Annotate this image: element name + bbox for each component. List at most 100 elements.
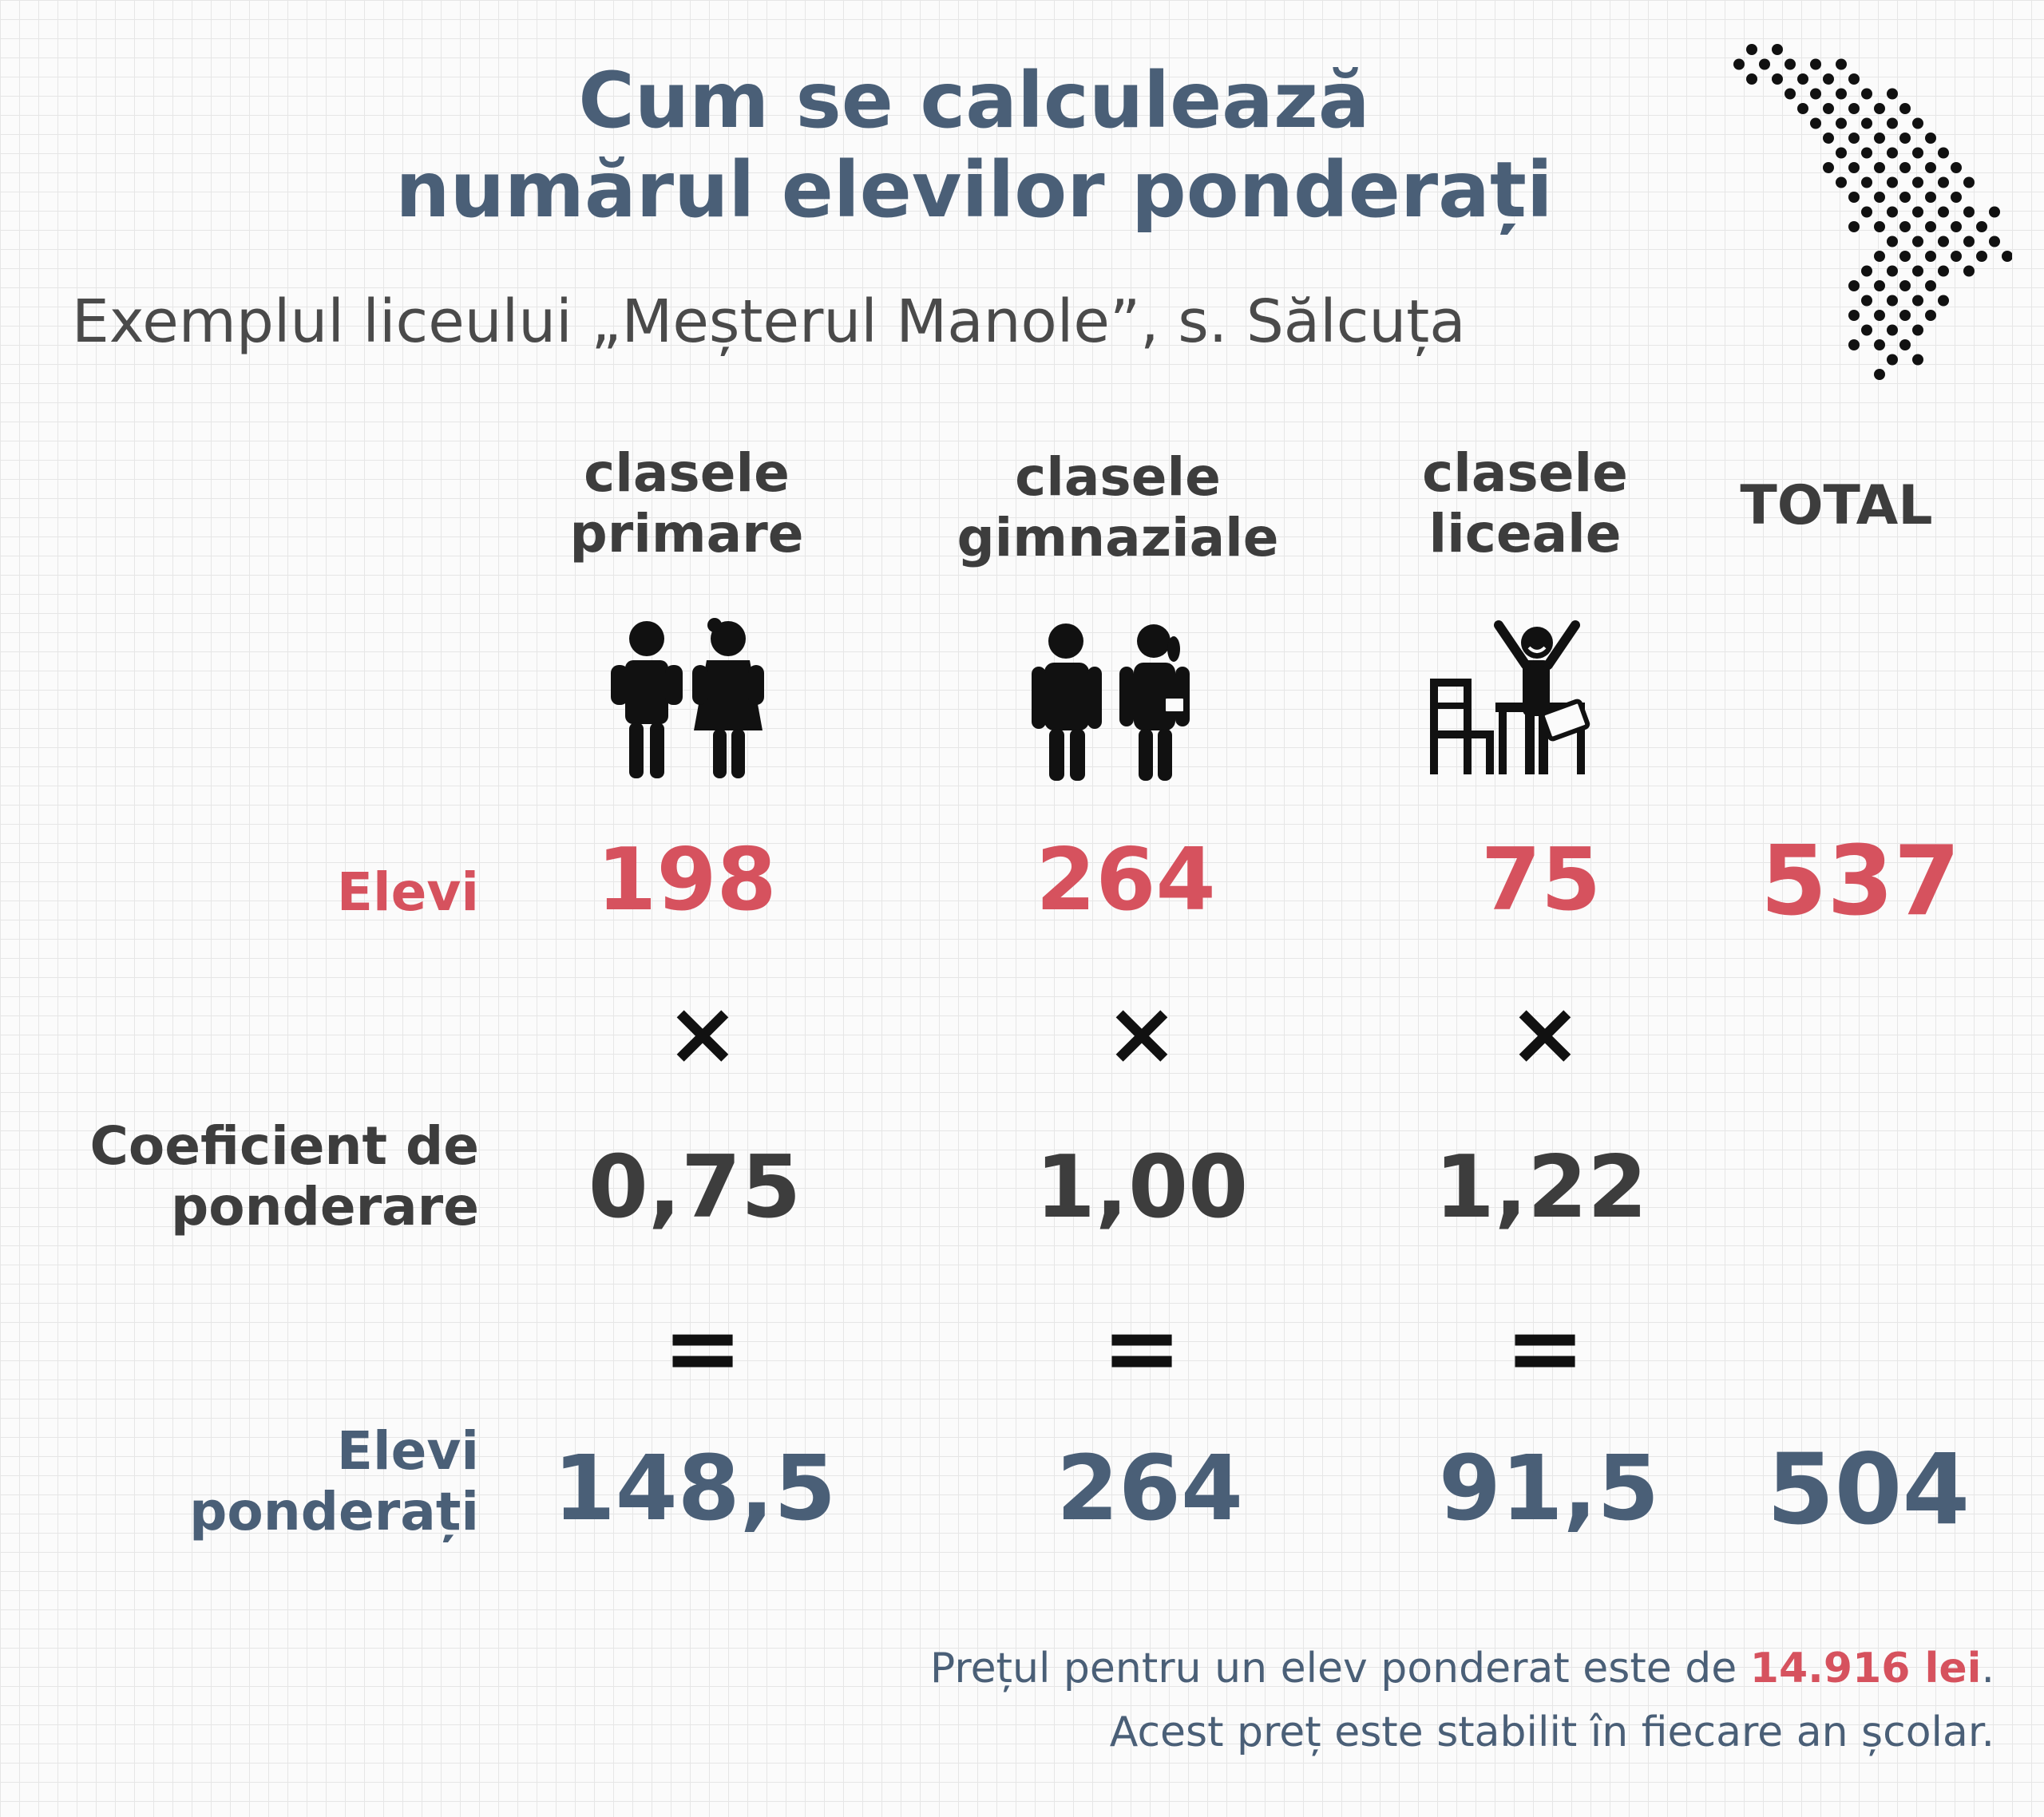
coefficient-lyceum-value: 1,22: [1434, 1138, 1648, 1237]
map-dot: [1797, 103, 1808, 114]
map-dot: [1887, 236, 1898, 247]
coefficient-primary-value: 0,75: [588, 1138, 802, 1237]
row-label-weighted-line2: ponderați: [189, 1481, 479, 1542]
map-dot: [1861, 176, 1872, 188]
map-dot: [1823, 73, 1834, 85]
equals-symbol-gymnasium: =: [1101, 1293, 1182, 1404]
multiply-symbol-gymnasium: ×: [1104, 982, 1179, 1084]
map-dot: [1797, 73, 1808, 85]
row-label-coefficient: Coeficient de ponderare: [90, 1116, 480, 1237]
map-dot: [1938, 265, 1949, 277]
students-total-value: 537: [1760, 826, 1961, 937]
map-dot: [1887, 265, 1898, 277]
weighted-lyceum-value: 91,5: [1438, 1437, 1660, 1541]
map-dot: [1899, 103, 1911, 114]
map-dot: [1912, 206, 1923, 218]
map-dot: [1848, 162, 1860, 173]
map-dot: [1836, 117, 1847, 129]
map-dot: [1899, 280, 1911, 291]
map-dot: [1912, 117, 1923, 129]
map-dot: [1912, 236, 1923, 247]
map-dot: [1899, 133, 1911, 144]
map-dot: [1848, 133, 1860, 144]
map-dot: [1925, 192, 1936, 203]
map-dot: [1861, 295, 1872, 307]
map-dot: [1848, 310, 1860, 321]
map-dot: [1899, 192, 1911, 203]
map-dot: [1874, 103, 1885, 114]
map-dot: [1912, 354, 1923, 366]
map-dot: [1887, 206, 1898, 218]
map-dot: [1823, 133, 1834, 144]
map-dot: [1848, 221, 1860, 232]
column-header-gymnasium-line1: clasele: [1015, 446, 1221, 508]
column-header-gymnasium: clasele gimnaziale: [926, 447, 1309, 568]
map-dot: [1938, 236, 1949, 247]
map-dot: [1861, 88, 1872, 100]
map-dot: [1912, 265, 1923, 277]
map-dot: [1938, 295, 1949, 307]
map-dot: [1899, 310, 1911, 321]
map-dot: [1823, 103, 1834, 114]
column-header-gymnasium-line2: gimnaziale: [957, 507, 1279, 568]
map-dot: [1951, 251, 1962, 262]
map-dot: [1874, 251, 1885, 262]
map-dot: [1887, 354, 1898, 366]
map-dot: [1951, 162, 1962, 173]
map-dot: [1925, 280, 1936, 291]
map-dot: [1759, 58, 1770, 70]
map-dot: [1899, 162, 1911, 173]
map-dot: [1848, 103, 1860, 114]
weighted-total-value: 504: [1766, 1433, 1971, 1546]
multiply-symbol-primary: ×: [665, 982, 740, 1084]
map-dot: [1746, 73, 1757, 85]
map-dot: [1938, 206, 1949, 218]
students-gymnasium-value: 264: [1036, 830, 1216, 930]
map-dot: [1836, 147, 1847, 159]
map-dot: [1951, 221, 1962, 232]
equals-symbol-primary: =: [662, 1293, 743, 1404]
map-dot: [1874, 162, 1885, 173]
map-dot: [1938, 176, 1949, 188]
map-dot: [1810, 88, 1821, 100]
students-lyceum-value: 75: [1480, 830, 1602, 930]
map-dot: [1874, 192, 1885, 203]
weighted-primary-value: 148,5: [553, 1437, 837, 1541]
map-dot: [1976, 251, 1987, 262]
row-label-weighted: Elevi ponderați: [189, 1421, 479, 1542]
equals-symbol-lyceum: =: [1504, 1293, 1586, 1404]
footer-note-line: Acest preț este stabilit în fiecare an ș…: [1109, 1708, 1994, 1756]
map-dot: [1963, 176, 1975, 188]
map-dot: [1887, 176, 1898, 188]
map-dot: [1925, 251, 1936, 262]
row-label-students: Elevi: [336, 861, 479, 923]
map-dot: [1861, 117, 1872, 129]
map-dot: [1848, 339, 1860, 350]
map-dot: [1912, 324, 1923, 336]
map-dot: [1772, 44, 1783, 55]
map-dot: [1772, 73, 1783, 85]
map-dot: [1874, 339, 1885, 350]
map-dot: [1951, 192, 1962, 203]
map-dot: [1925, 310, 1936, 321]
map-dot: [1963, 265, 1975, 277]
map-dot: [1848, 73, 1860, 85]
map-dot: [1874, 133, 1885, 144]
map-dot: [1848, 280, 1860, 291]
weighted-gymnasium-value: 264: [1056, 1437, 1243, 1541]
column-header-lyceum-line1: clasele: [1422, 442, 1628, 504]
map-dot: [1887, 88, 1898, 100]
teen-pupils-icon: [1032, 623, 1190, 781]
map-dot: [1925, 133, 1936, 144]
map-dot: [1925, 221, 1936, 232]
map-dot: [1823, 162, 1834, 173]
map-dot: [1912, 176, 1923, 188]
multiply-symbol-lyceum: ×: [1507, 982, 1583, 1084]
map-dot: [1810, 117, 1821, 129]
column-header-primary-line1: clasele: [584, 442, 790, 504]
map-dot: [1836, 176, 1847, 188]
map-dot: [1899, 251, 1911, 262]
column-header-lyceum-line2: liceale: [1428, 503, 1622, 564]
map-dot: [1887, 324, 1898, 336]
map-dot: [1976, 221, 1987, 232]
